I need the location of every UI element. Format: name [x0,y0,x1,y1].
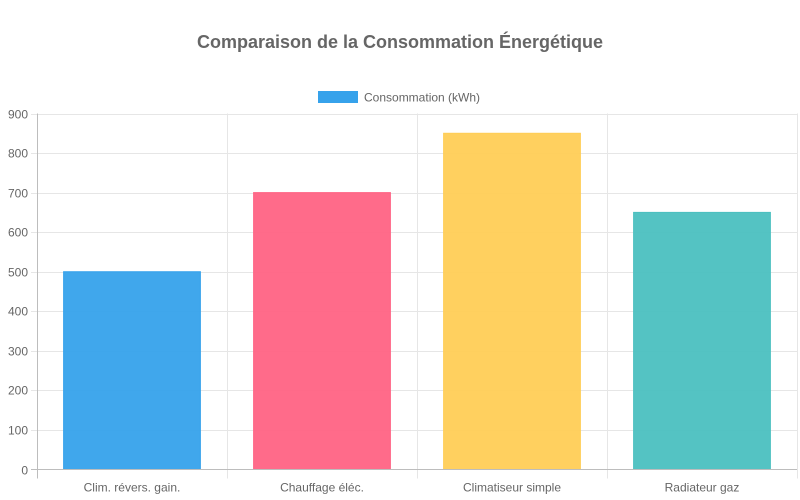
x-tick-label: Climatiseur simple [463,481,561,495]
legend[interactable]: Consommation (kWh) [318,91,480,105]
y-tick-label: 600 [8,226,28,240]
bar[interactable] [633,211,771,470]
legend-label: Consommation (kWh) [364,91,480,105]
axes [31,113,797,479]
y-axis-tick-labels: 0 100 200 300 400 500 600 700 800 900 [8,108,28,478]
y-tick-label: 100 [8,424,28,438]
y-tick-label: 300 [8,345,28,359]
x-tick-label: Clim. révers. gain. [84,481,181,495]
x-axis-tick-labels: Clim. révers. gain. Chauffage éléc. Climat… [84,481,740,495]
y-tick-label: 900 [8,108,28,122]
y-tick-label: 200 [8,384,28,398]
bar[interactable] [443,132,581,470]
bar[interactable] [253,192,391,470]
x-tick-label: Chauffage éléc. [280,481,364,495]
y-tick-label: 700 [8,187,28,201]
bar[interactable] [63,271,201,470]
chart-title: Comparaison de la Consommation Énergétiq… [197,31,603,52]
bars [63,132,771,470]
y-tick-label: 400 [8,305,28,319]
y-tick-label: 500 [8,266,28,280]
x-tick-label: Radiateur gaz [665,481,740,495]
legend-swatch [318,91,358,103]
y-tick-label: 800 [8,147,28,161]
y-tick-label: 0 [21,464,28,478]
